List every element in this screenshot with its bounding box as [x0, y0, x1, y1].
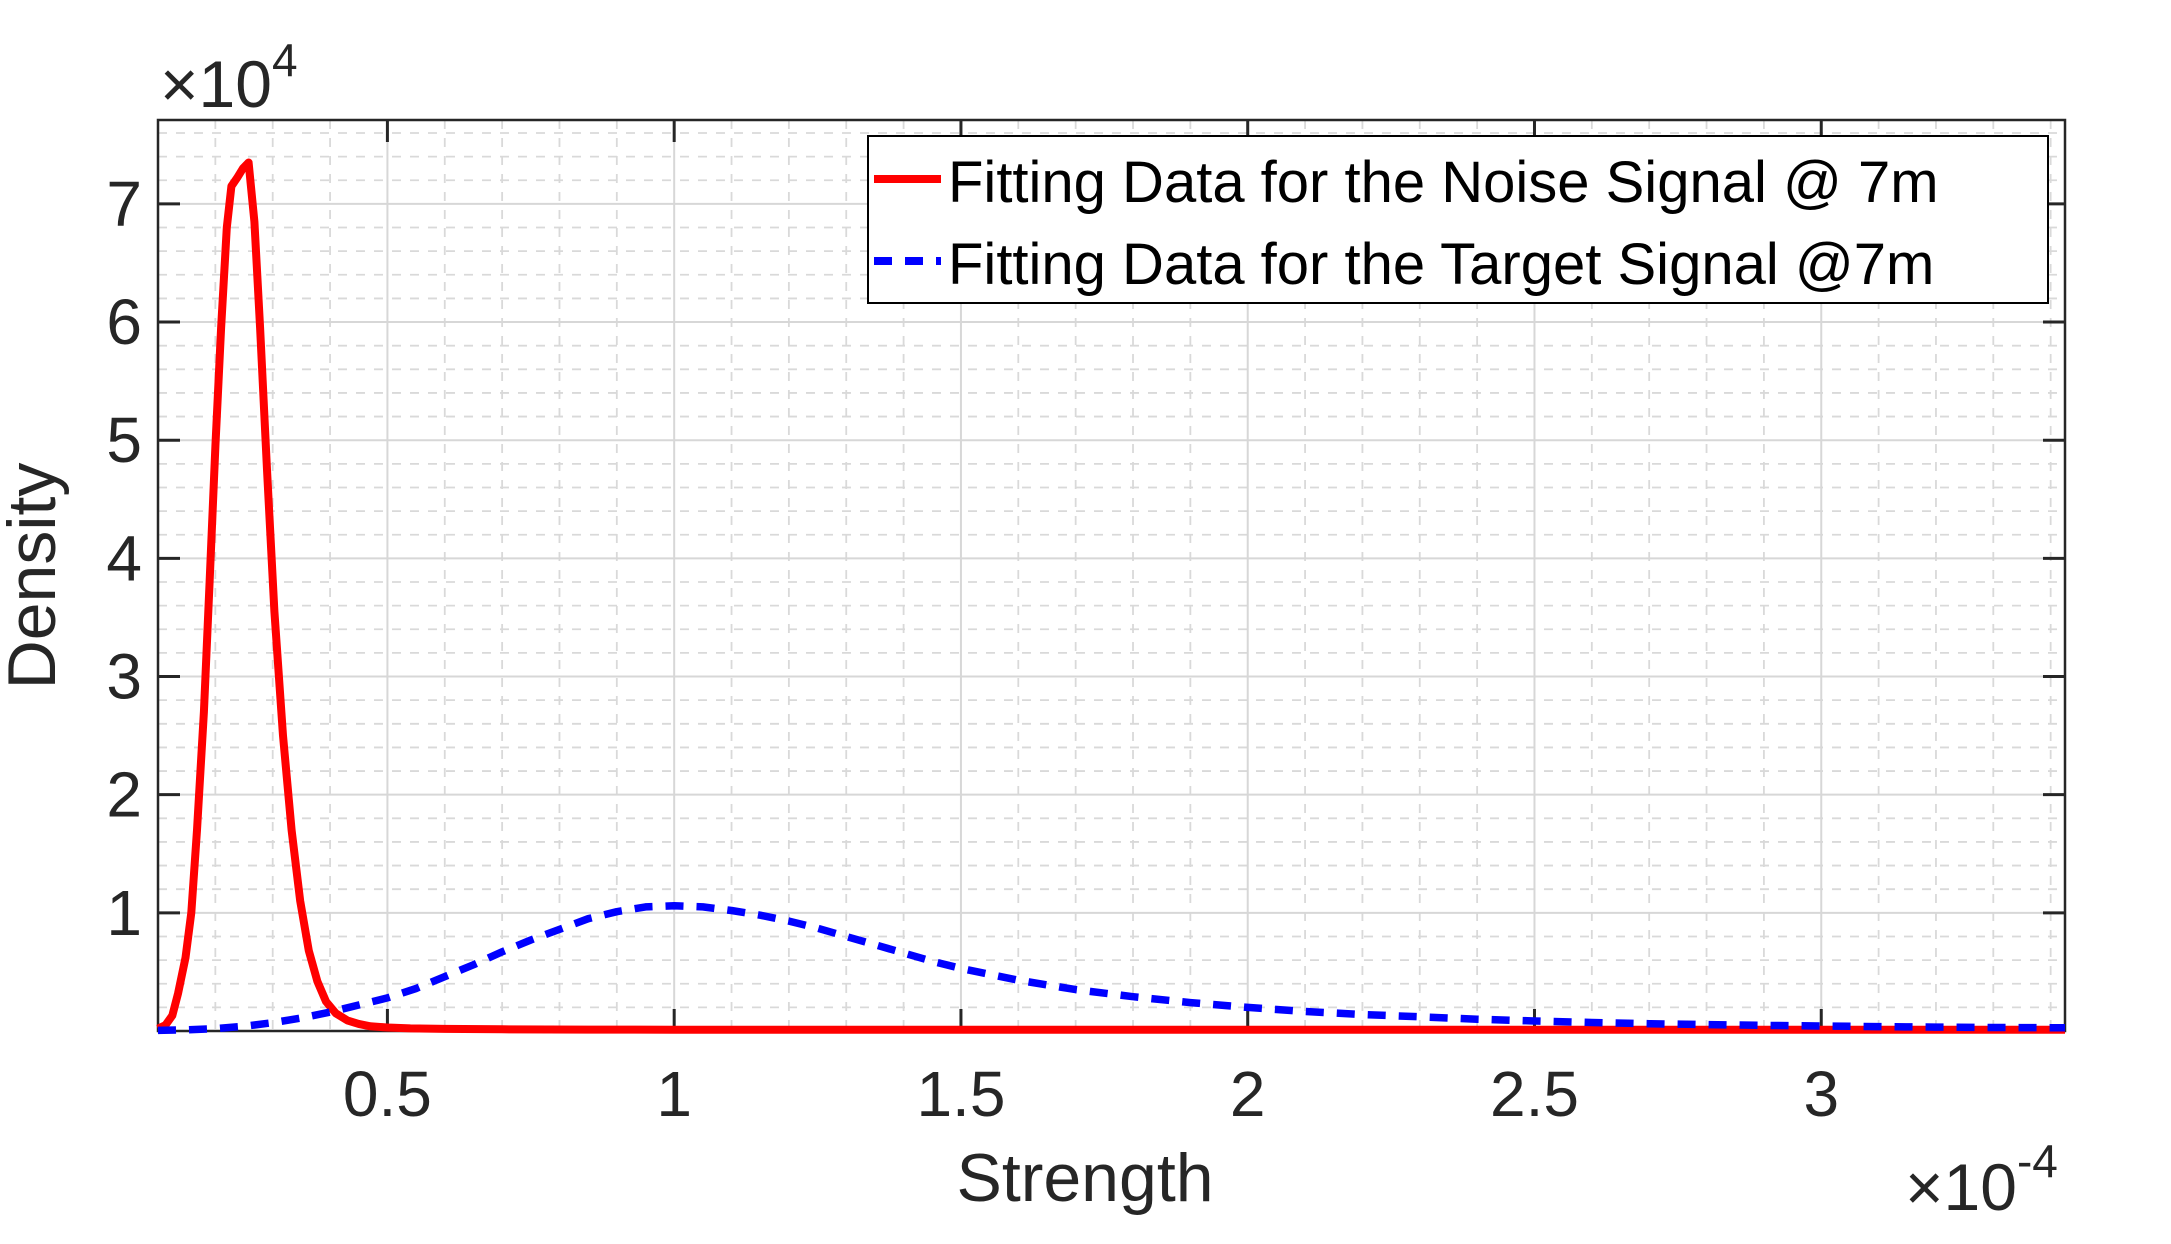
major-gridlines [158, 120, 2065, 1031]
y-axis-exponent-label: ×104 [160, 34, 298, 121]
x-tick-label: 1 [656, 1058, 692, 1130]
y-axis-tick-labels: 1 2 3 4 5 6 7 [106, 168, 142, 949]
series-curve-1 [157, 902, 2066, 1035]
legend-entry-noise: Fitting Data for the Noise Signal @ 7m [874, 150, 1939, 215]
y-tick-label: 3 [106, 641, 142, 713]
y-tick-label: 1 [106, 877, 142, 949]
y-tick-label: 7 [106, 168, 142, 240]
x-tick-label: 3 [1803, 1058, 1839, 1130]
y-tick-label: 5 [106, 404, 142, 476]
y-tick-label: 2 [106, 759, 142, 831]
series-curve-0 [156, 158, 2065, 1034]
y-tick-label: 6 [106, 286, 142, 358]
legend-label-target: Fitting Data for the Target Signal @7m [948, 232, 1934, 297]
data-series-curves [156, 158, 2066, 1035]
y-axis-title: Density [0, 463, 70, 690]
y-tick-label: 4 [106, 522, 142, 594]
x-tick-label: 1.5 [916, 1058, 1005, 1130]
x-axis-exponent-label: ×10-4 [1905, 1135, 2058, 1224]
x-tick-label: 2 [1230, 1058, 1266, 1130]
legend-label-noise: Fitting Data for the Noise Signal @ 7m [948, 150, 1939, 215]
legend-border [867, 135, 2049, 304]
x-axis-title: Strength [956, 1140, 1213, 1216]
x-tick-label: 0.5 [343, 1058, 432, 1130]
x-tick-label: 2.5 [1490, 1058, 1579, 1130]
legend: Fitting Data for the Noise Signal @ 7m F… [867, 135, 2049, 304]
x-axis-tick-labels: 0.5 1 1.5 2 2.5 3 [343, 1058, 1839, 1130]
legend-entry-target: Fitting Data for the Target Signal @7m [874, 232, 1934, 297]
